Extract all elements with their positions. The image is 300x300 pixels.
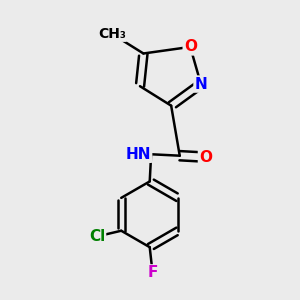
Text: F: F xyxy=(147,266,158,280)
Text: N: N xyxy=(194,76,207,92)
Text: O: O xyxy=(199,150,212,165)
Text: HN: HN xyxy=(126,147,151,162)
Text: O: O xyxy=(184,39,197,54)
Text: Cl: Cl xyxy=(89,229,105,244)
Text: CH₃: CH₃ xyxy=(98,27,126,41)
